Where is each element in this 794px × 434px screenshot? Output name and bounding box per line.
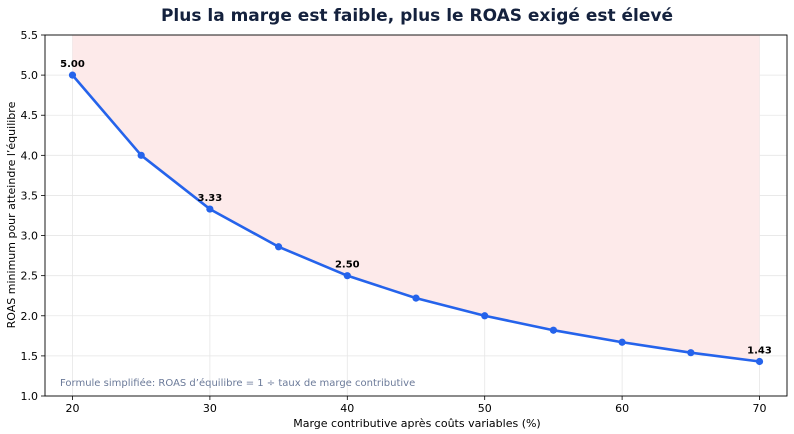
y-tick-label: 4.0	[21, 149, 39, 162]
x-tick-label: 50	[478, 402, 492, 415]
x-axis-label: Marge contributive après coûts variables…	[293, 417, 540, 430]
y-tick-label: 2.0	[21, 310, 39, 323]
y-tick-label: 3.0	[21, 230, 39, 243]
data-point	[618, 338, 626, 346]
data-labels: 5.00 3.33 2.50 1.43	[60, 59, 772, 356]
data-point	[412, 294, 420, 302]
data-label: 3.33	[198, 193, 223, 204]
y-tick-label: 5.5	[21, 29, 39, 42]
formula-annotation: Formule simplifiée: ROAS d’équilibre = 1…	[60, 377, 415, 389]
x-tick-label: 20	[65, 402, 79, 415]
y-axis-label: ROAS minimum pour atteindre l’équilibre	[5, 101, 18, 328]
data-label: 2.50	[335, 260, 360, 271]
x-tick-label: 60	[615, 402, 629, 415]
y-tick-label: 4.5	[21, 109, 39, 122]
data-point	[274, 243, 283, 251]
data-label: 1.43	[747, 346, 772, 357]
y-tick-label: 3.5	[21, 189, 39, 202]
x-tick-label: 70	[753, 402, 767, 415]
data-point	[755, 357, 764, 366]
fill-region	[72, 35, 760, 362]
data-point	[68, 71, 77, 79]
data-point	[549, 326, 558, 334]
plot-frame	[44, 34, 788, 397]
data-label: 5.00	[60, 59, 85, 70]
data-point	[137, 151, 145, 159]
y-tick-label: 1.0	[21, 390, 39, 403]
x-tick-label: 40	[340, 402, 354, 415]
data-point	[206, 205, 214, 213]
chart-title: Plus la marge est faible, plus le ROAS e…	[161, 6, 673, 26]
data-point	[481, 312, 489, 320]
x-tick-label: 30	[203, 402, 217, 415]
data-point	[687, 349, 695, 357]
data-point	[343, 272, 351, 280]
axes: 20 30 40 50 60 70 1.0 1.5 2.0 2.5 3.0 3.5 4.0 4.5 5.0 5…	[21, 29, 788, 415]
area-above-curve	[72, 35, 760, 362]
y-tick-label: 1.5	[21, 350, 39, 363]
y-tick-label: 2.5	[21, 270, 39, 283]
data-points	[68, 71, 764, 366]
y-tick-label: 5.0	[21, 69, 39, 82]
